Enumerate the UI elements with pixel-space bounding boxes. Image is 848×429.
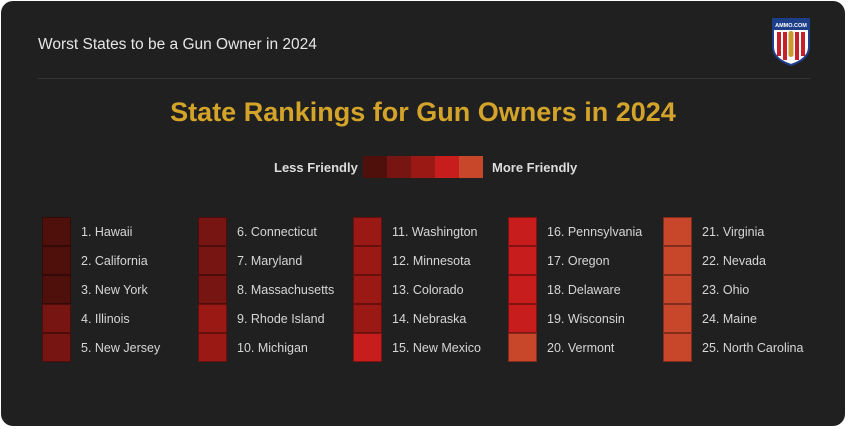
state-ranking-row: 21. Virginia: [663, 217, 803, 246]
state-color-swatch: [353, 217, 382, 246]
state-label: 9. Rhode Island: [237, 311, 325, 326]
ranking-column: 21. Virginia 22. Nevada 23. Ohio 24. Maine 2…: [663, 217, 803, 362]
state-ranking-row: 24. Maine: [663, 304, 803, 333]
state-ranking-row: 17. Oregon: [508, 246, 642, 275]
state-label: 23. Ohio: [702, 282, 750, 297]
legend-less-friendly-label: Less Friendly: [274, 160, 358, 175]
state-ranking-row: 16. Pennsylvania: [508, 217, 642, 246]
state-color-swatch: [508, 304, 537, 333]
state-ranking-row: 10. Michigan: [198, 333, 334, 362]
state-color-swatch: [508, 275, 537, 304]
legend-swatch: [363, 156, 387, 178]
state-color-swatch: [663, 275, 692, 304]
state-ranking-row: 19. Wisconsin: [508, 304, 642, 333]
state-label: 13. Colorado: [392, 282, 464, 297]
state-color-swatch: [42, 304, 71, 333]
state-ranking-row: 2. California: [42, 246, 160, 275]
state-color-swatch: [508, 333, 537, 362]
state-color-swatch: [42, 217, 71, 246]
state-color-swatch: [353, 333, 382, 362]
state-color-swatch: [353, 304, 382, 333]
state-ranking-row: 13. Colorado: [353, 275, 481, 304]
chart-title: State Rankings for Gun Owners in 2024: [170, 97, 676, 127]
state-label: 21. Virginia: [702, 224, 765, 239]
state-color-swatch: [508, 217, 537, 246]
legend-color-scale: [363, 156, 483, 178]
state-color-swatch: [663, 246, 692, 275]
state-ranking-row: 11. Washington: [353, 217, 481, 246]
state-ranking-row: 12. Minnesota: [353, 246, 481, 275]
state-label: 1. Hawaii: [81, 224, 133, 239]
state-label: 11. Washington: [392, 224, 478, 239]
state-ranking-row: 5. New Jersey: [42, 333, 160, 362]
state-color-swatch: [198, 304, 227, 333]
state-label: 17. Oregon: [547, 253, 610, 268]
state-ranking-row: 9. Rhode Island: [198, 304, 334, 333]
ranking-column: 16. Pennsylvania 17. Oregon 18. Delaware 19…: [508, 217, 642, 362]
state-label: 10. Michigan: [237, 340, 308, 355]
state-color-swatch: [42, 275, 71, 304]
state-label: 3. New York: [81, 282, 148, 297]
state-color-swatch: [663, 333, 692, 362]
state-label: 2. California: [81, 253, 148, 268]
state-color-swatch: [42, 246, 71, 275]
state-ranking-row: 4. Illinois: [42, 304, 160, 333]
ammo-com-shield-logo: AMMO.COM: [772, 18, 810, 67]
state-color-swatch: [198, 275, 227, 304]
state-color-swatch: [508, 246, 537, 275]
state-ranking-row: 15. New Mexico: [353, 333, 481, 362]
legend-more-friendly-label: More Friendly: [492, 160, 578, 175]
state-ranking-row: 14. Nebraska: [353, 304, 481, 333]
state-color-swatch: [198, 217, 227, 246]
state-label: 6. Connecticut: [237, 224, 317, 239]
state-ranking-row: 18. Delaware: [508, 275, 642, 304]
state-color-swatch: [663, 217, 692, 246]
state-label: 25. North Carolina: [702, 340, 804, 355]
state-label: 12. Minnesota: [392, 253, 471, 268]
state-label: 8. Massachusetts: [237, 282, 335, 297]
state-label: 4. Illinois: [81, 311, 130, 326]
state-ranking-row: 22. Nevada: [663, 246, 803, 275]
state-ranking-row: 23. Ohio: [663, 275, 803, 304]
state-color-swatch: [353, 246, 382, 275]
state-ranking-row: 25. North Carolina: [663, 333, 803, 362]
state-label: 14. Nebraska: [392, 311, 467, 326]
state-label: 18. Delaware: [547, 282, 621, 297]
legend-swatch: [387, 156, 411, 178]
state-ranking-row: 20. Vermont: [508, 333, 642, 362]
state-color-swatch: [198, 333, 227, 362]
state-color-swatch: [42, 333, 71, 362]
state-label: 22. Nevada: [702, 253, 766, 268]
state-color-swatch: [353, 275, 382, 304]
state-label: 5. New Jersey: [81, 340, 161, 355]
state-ranking-row: 6. Connecticut: [198, 217, 334, 246]
state-color-swatch: [663, 304, 692, 333]
state-color-swatch: [198, 246, 227, 275]
state-label: 20. Vermont: [547, 340, 615, 355]
legend-swatch: [411, 156, 435, 178]
state-label: 19. Wisconsin: [547, 311, 625, 326]
state-label: 16. Pennsylvania: [547, 224, 643, 239]
ranking-column: 6. Connecticut 7. Maryland 8. Massachusett…: [198, 217, 334, 362]
legend-swatch: [459, 156, 483, 178]
ranking-column: 11. Washington 12. Minnesota 13. Colorado 1…: [353, 217, 481, 362]
state-ranking-row: 8. Massachusetts: [198, 275, 334, 304]
state-label: 24. Maine: [702, 311, 757, 326]
state-label: 7. Maryland: [237, 253, 303, 268]
state-label: 15. New Mexico: [392, 340, 481, 355]
header-title: Worst States to be a Gun Owner in 2024: [38, 36, 317, 53]
ranking-column: 1. Hawaii 2. California 3. New York 4. Illi…: [42, 217, 160, 362]
state-ranking-row: 3. New York: [42, 275, 160, 304]
header-divider: [38, 78, 810, 79]
logo-text: AMMO.COM: [775, 23, 807, 29]
legend-swatch: [435, 156, 459, 178]
state-ranking-row: 1. Hawaii: [42, 217, 160, 246]
state-ranking-row: 7. Maryland: [198, 246, 334, 275]
